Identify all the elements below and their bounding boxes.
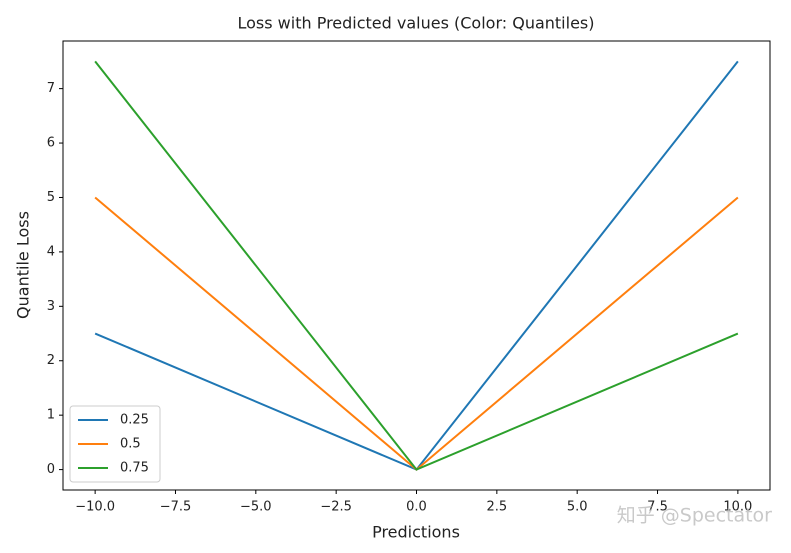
- line: [94, 60, 739, 471]
- y-tick-label: 7: [47, 81, 55, 96]
- x-tick-label: 7.5: [647, 500, 668, 515]
- x-tick-label: −10.0: [75, 500, 115, 515]
- line: [94, 60, 739, 471]
- x-tick-label: −2.5: [320, 500, 352, 515]
- y-tick-label: 1: [47, 408, 55, 423]
- y-tick-label: 3: [47, 299, 55, 314]
- y-tick-label: 2: [47, 353, 55, 368]
- legend-box: [69, 405, 161, 483]
- x-axis-label: Predictions: [372, 523, 460, 542]
- watermark: 知乎 @Spectator: [617, 505, 772, 527]
- x-tick-label: 5.0: [567, 500, 588, 515]
- y-tick-label: 6: [47, 136, 55, 151]
- y-axis-label: Quantile Loss: [14, 211, 33, 319]
- plot-frame: [62, 40, 771, 491]
- chart-title: Loss with Predicted values (Color: Quant…: [237, 14, 594, 33]
- x-tick-label: 10.0: [723, 500, 752, 515]
- legend-label: 0.25: [120, 413, 149, 428]
- y-tick-label: 0: [47, 462, 55, 477]
- x-tick-label: −5.0: [240, 500, 272, 515]
- x-tick-label: −7.5: [160, 500, 192, 515]
- legend-label: 0.5: [120, 437, 141, 452]
- y-tick-label: 5: [47, 190, 55, 205]
- line: [94, 196, 739, 471]
- legend-label: 0.75: [120, 461, 149, 476]
- x-tick-label: 0.0: [406, 500, 427, 515]
- y-tick-label: 4: [47, 244, 55, 259]
- x-tick-label: 2.5: [486, 500, 507, 515]
